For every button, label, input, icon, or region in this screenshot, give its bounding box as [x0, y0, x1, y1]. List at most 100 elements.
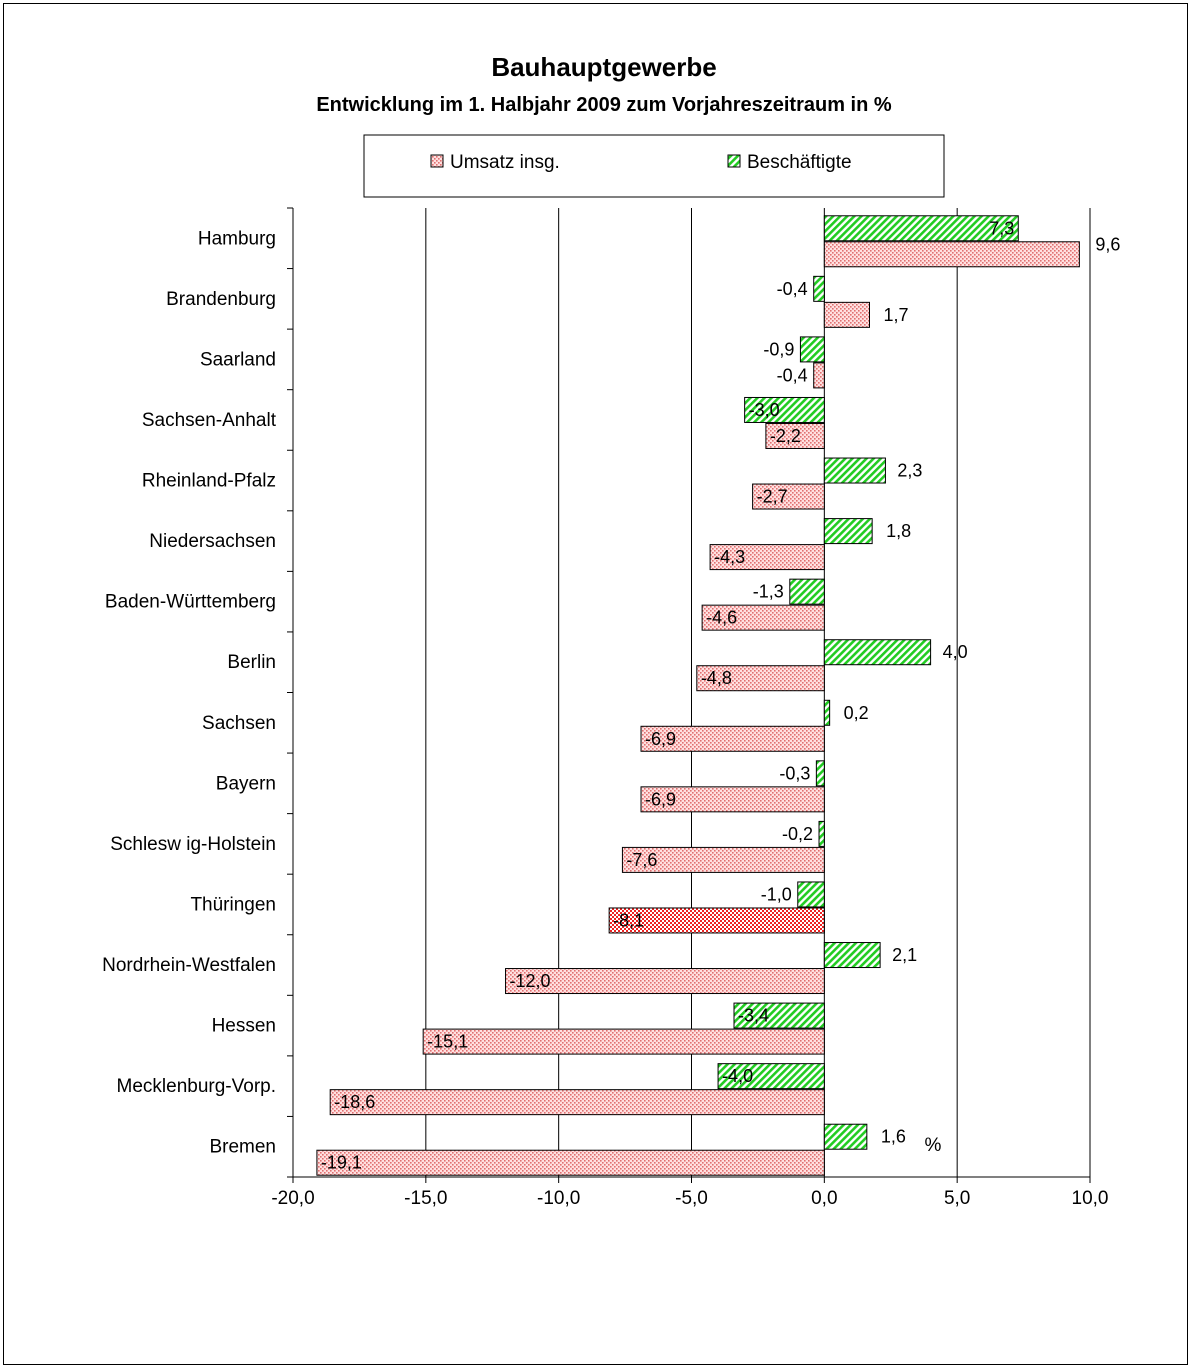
data-label-beschaeftigte: 7,3	[989, 218, 1014, 238]
bar-umsatz	[640, 725, 825, 752]
legend-swatch-beschaeftigte	[727, 154, 741, 168]
data-labels: 7,3 9,6 -0,4 1,7 -0,9 -0,4 -3,0 -2,2 2,3 -2,7 1,8 -…	[321, 218, 1120, 1172]
bar-umsatz	[329, 1089, 825, 1116]
legend-box	[363, 134, 945, 198]
bar-umsatz	[422, 1028, 825, 1055]
bar-chart: Bauhauptgewerbe Entwicklung im 1. Halbja…	[102, 52, 1120, 1209]
bar-beschaeftigte	[823, 215, 1019, 242]
category-label: Thüringen	[190, 894, 276, 915]
bar-beschaeftigte	[799, 336, 825, 363]
bar-beschaeftigte	[823, 942, 881, 969]
category-label: Nordrhein-Westfalen	[102, 955, 276, 976]
bar-umsatz	[813, 362, 825, 389]
chart-subtitle: Entwicklung im 1. Halbjahr 2009 zum Vorj…	[316, 94, 892, 116]
data-label-beschaeftigte: -3,0	[749, 400, 780, 420]
data-label-beschaeftigte: 2,1	[892, 945, 917, 965]
bar-beschaeftigte	[823, 1123, 868, 1150]
x-tick-label: 0,0	[811, 1188, 837, 1209]
bar-beschaeftigte	[797, 881, 825, 908]
data-label-umsatz: -12,0	[510, 971, 551, 991]
x-tick-label: -20,0	[271, 1188, 314, 1209]
bar-umsatz	[505, 968, 825, 995]
bar-beschaeftigte	[818, 820, 825, 847]
bar-umsatz	[752, 483, 825, 510]
data-label-umsatz: -7,6	[626, 850, 657, 870]
x-tick-label: 10,0	[1072, 1188, 1109, 1209]
data-label-beschaeftigte: 1,8	[886, 521, 911, 541]
data-label-beschaeftigte: 0,2	[844, 703, 869, 723]
chart-frame: Bauhauptgewerbe Entwicklung im 1. Halbja…	[3, 3, 1188, 1365]
x-tick-label: -10,0	[537, 1188, 580, 1209]
bar-beschaeftigte	[813, 275, 825, 302]
category-label: Brandenburg	[166, 289, 276, 310]
bar-beschaeftigte	[744, 396, 825, 423]
data-label-beschaeftigte: -0,4	[777, 279, 808, 299]
bar-umsatz	[765, 422, 825, 449]
bar-umsatz	[608, 907, 825, 934]
bar-umsatz	[621, 846, 825, 873]
category-label: Niedersachsen	[149, 531, 276, 552]
bar-umsatz	[696, 665, 825, 692]
category-label: Mecklenburg-Vorp.	[117, 1076, 276, 1097]
data-label-umsatz: -19,1	[321, 1153, 362, 1173]
data-label-umsatz: -18,6	[334, 1092, 375, 1112]
legend-swatch-umsatz	[430, 154, 444, 168]
data-label-umsatz: -8,1	[613, 910, 644, 930]
data-label-umsatz: 9,6	[1095, 234, 1120, 254]
category-label: Saarland	[200, 349, 276, 370]
data-label-umsatz: -6,9	[645, 729, 676, 749]
x-tick-label: -5,0	[675, 1188, 708, 1209]
category-label: Berlin	[227, 652, 276, 673]
category-labels: Hamburg Brandenburg Saarland Sachsen-Anhalt…	[102, 228, 277, 1157]
bar-umsatz	[701, 604, 825, 631]
bar-beschaeftigte	[815, 760, 825, 787]
data-label-umsatz: -15,1	[427, 1032, 468, 1052]
axes	[287, 207, 1091, 1183]
data-label-beschaeftigte: -1,3	[753, 582, 784, 602]
category-label: Hamburg	[198, 228, 276, 249]
data-label-beschaeftigte: -4,0	[722, 1066, 753, 1086]
bar-umsatz	[823, 301, 870, 328]
data-label-beschaeftigte: -0,2	[782, 824, 813, 844]
data-label-beschaeftigte: 4,0	[943, 642, 968, 662]
data-label-umsatz: -2,2	[770, 426, 801, 446]
category-label: Sachsen-Anhalt	[142, 410, 277, 431]
data-label-umsatz: -2,7	[757, 487, 788, 507]
data-label-umsatz: 1,7	[883, 305, 908, 325]
legend-label-beschaeftigte: Beschäftigte	[747, 152, 852, 173]
data-label-umsatz: -4,6	[706, 608, 737, 628]
bars	[316, 215, 1080, 1176]
bar-beschaeftigte	[823, 699, 831, 726]
bar-beschaeftigte	[789, 578, 825, 605]
bar-beschaeftigte	[733, 1002, 825, 1029]
bar-umsatz	[709, 544, 825, 571]
chart-title: Bauhauptgewerbe	[491, 52, 716, 82]
bar-beschaeftigte	[823, 639, 932, 666]
data-label-beschaeftigte: -0,3	[779, 763, 810, 783]
category-label: Hessen	[212, 1016, 276, 1037]
category-label: Schlesw ig-Holstein	[110, 834, 276, 855]
category-label: Sachsen	[202, 713, 276, 734]
legend-label-umsatz: Umsatz insg.	[450, 152, 560, 173]
category-label: Baden-Württemberg	[105, 592, 276, 613]
category-label: Bremen	[209, 1137, 276, 1158]
data-label-beschaeftigte: -0,9	[763, 339, 794, 359]
x-tick-label: -15,0	[404, 1188, 447, 1209]
bar-umsatz	[823, 241, 1080, 268]
x-axis-title: %	[925, 1135, 942, 1156]
data-label-beschaeftigte: 2,3	[897, 461, 922, 481]
bar-umsatz	[316, 1149, 825, 1176]
bar-beschaeftigte	[823, 457, 886, 484]
x-tick-labels: -20,0 -15,0 -10,0 -5,0 0,0 5,0 10,0	[271, 1188, 1108, 1209]
category-label: Rheinland-Pfalz	[142, 471, 276, 492]
data-label-umsatz: -6,9	[645, 789, 676, 809]
bar-beschaeftigte	[823, 518, 873, 545]
data-label-umsatz: -0,4	[777, 365, 808, 385]
category-label: Bayern	[216, 773, 276, 794]
bar-beschaeftigte	[717, 1063, 825, 1090]
data-label-beschaeftigte: -1,0	[761, 884, 792, 904]
data-label-umsatz: -4,8	[701, 668, 732, 688]
legend: Umsatz insg. Beschäftigte	[363, 134, 945, 198]
data-label-beschaeftigte: 1,6	[881, 1127, 906, 1147]
data-label-umsatz: -4,3	[714, 547, 745, 567]
